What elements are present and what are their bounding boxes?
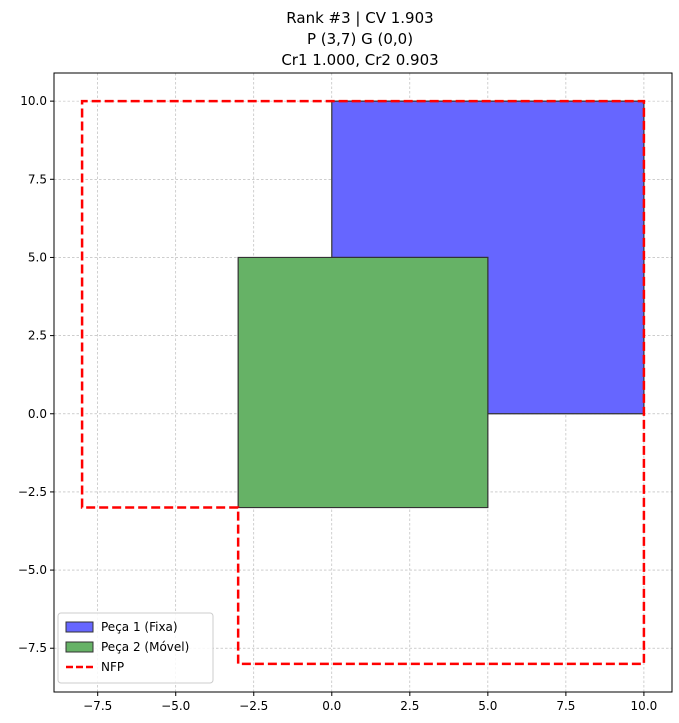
y-tick-label-6: −5.0 [18,563,47,577]
title-line-1: Rank #3 | CV 1.903 [286,9,433,27]
y-tick-label-3: 2.5 [28,329,47,343]
axis-ticks: −7.5 −5.0 −2.5 0.0 2.5 5.0 7.5 10.0 10.0 7.5 5.0 2.… [18,94,657,713]
legend-box [57,612,214,684]
x-tick-label-4: 2.5 [400,699,419,713]
legend: Peça 1 (Fixa) Peça 2 (Móvel) NFP [57,612,214,684]
legend-label-0: Peça 1 (Fixa) [101,620,178,634]
x-tick-label-0: −7.5 [83,699,112,713]
y-tick-label-7: −7.5 [18,641,47,655]
legend-swatch-1 [65,641,94,653]
y-tick-label-4: 0.0 [28,407,47,421]
legend-label-1: Peça 2 (Móvel) [101,640,189,654]
x-tick-label-1: −5.0 [161,699,190,713]
series-nfp-outline [80,99,646,666]
plot-marks [80,99,646,666]
x-tick-label-7: 10.0 [631,699,658,713]
series-polygon-1 [237,256,489,509]
title-line-3: Cr1 1.000, Cr2 0.903 [281,51,438,69]
axes-frame [53,72,673,693]
legend-swatch-0 [65,621,94,633]
y-tick-label-0: 10.0 [20,94,47,108]
x-tick-label-6: 7.5 [556,699,575,713]
y-tick-label-1: 7.5 [28,172,47,186]
title-line-2: P (3,7) G (0,0) [307,30,413,48]
chart-title: Rank #3 | CV 1.903 P (3,7) G (0,0) Cr1 1… [281,9,438,69]
x-tick-label-2: −2.5 [239,699,268,713]
legend-label-2: NFP [101,660,124,674]
x-tick-label-3: 0.0 [322,699,341,713]
y-tick-label-2: 5.0 [28,250,47,264]
x-tick-label-5: 5.0 [478,699,497,713]
y-tick-label-5: −2.5 [18,485,47,499]
